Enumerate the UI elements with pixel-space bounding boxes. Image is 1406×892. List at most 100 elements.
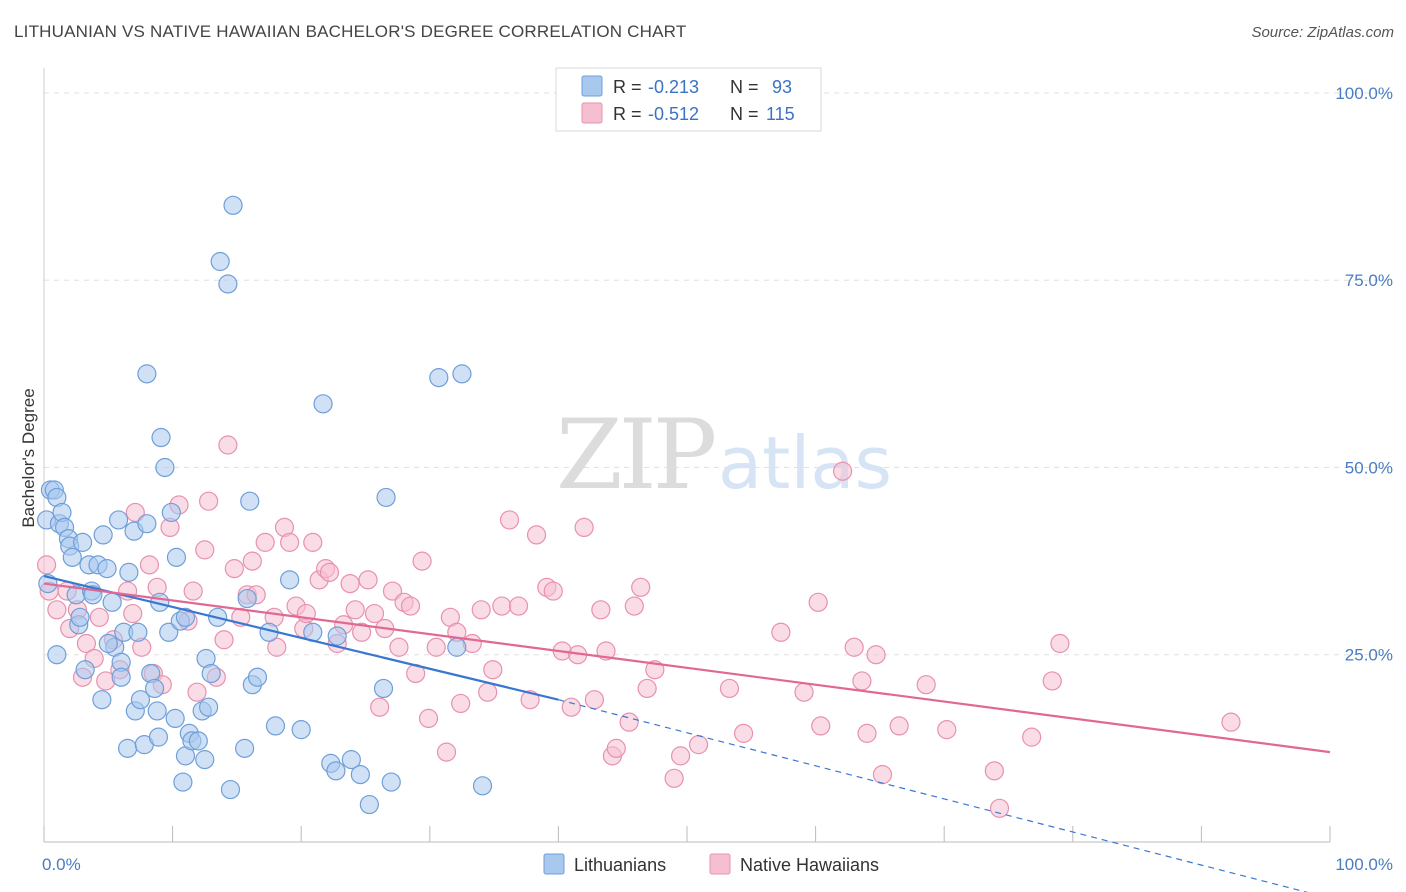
native-hawaiian-point-30 [218, 435, 238, 455]
native-hawaiian-point-112 [984, 761, 1004, 781]
lithuanian-point-67 [265, 716, 286, 736]
y-tick-label-1: 50.0% [1345, 458, 1393, 477]
native-hawaiian-point-24 [183, 581, 203, 601]
lithuanian-point-34 [137, 514, 157, 534]
x-tick-label-0: 0.0% [42, 855, 81, 874]
lithuanian-point-61 [235, 738, 255, 758]
native-hawaiian-point-101 [808, 592, 828, 612]
lithuanian-point-10 [62, 547, 82, 567]
lithuanian-point-85 [47, 645, 67, 665]
lithuanians-points [36, 195, 493, 815]
y-tick-label-0: 25.0% [1345, 646, 1393, 665]
lithuanian-point-88 [111, 667, 131, 687]
native-hawaiian-point-76 [520, 690, 540, 710]
lithuanian-point-28 [119, 562, 139, 582]
lithuanian-point-13 [72, 532, 93, 552]
native-hawaiian-point-68 [451, 693, 471, 714]
native-hawaiian-point-17 [139, 555, 160, 575]
native-hawaiian-point-73 [492, 596, 512, 616]
legend-r-value-2: -0.512 [648, 104, 699, 124]
native-hawaiian-point-0 [36, 555, 57, 575]
native-hawaiian-point-72 [483, 660, 503, 680]
lithuanian-point-90 [175, 607, 196, 627]
native-hawaiian-point-75 [508, 596, 529, 616]
native-hawaiian-point-36 [255, 532, 275, 552]
lithuanian-point-80 [381, 772, 401, 792]
lithuanian-point-79 [376, 487, 396, 508]
native-hawaiian-point-92 [637, 678, 657, 699]
lithuanian-point-44 [166, 547, 187, 567]
lithuanian-point-63 [240, 491, 260, 511]
lithuanian-point-27 [117, 738, 138, 758]
native-hawaiian-point-115 [1042, 671, 1062, 691]
native-hawaiian-point-88 [606, 738, 626, 758]
lithuanian-point-37 [147, 701, 167, 721]
native-hawaiian-point-47 [319, 562, 340, 582]
lithuanian-point-31 [128, 622, 148, 642]
native-hawaiian-point-79 [543, 581, 563, 601]
lithuanian-point-73 [326, 761, 346, 781]
lithuanian-point-87 [98, 633, 118, 654]
native-hawaiian-point-91 [631, 577, 651, 597]
x-tick-labels: 0.0% 100.0% [42, 855, 1393, 874]
native-hawaiian-point-2 [47, 600, 67, 620]
native-hawaiian-point-111 [937, 720, 957, 740]
lithuanian-point-62 [237, 588, 257, 609]
lithuanian-point-42 [161, 502, 181, 523]
native-hawaiians-trend-line [43, 582, 1331, 754]
native-hawaiian-point-74 [499, 510, 520, 530]
x-tick-label-1: 100.0% [1335, 855, 1393, 874]
grid [44, 92, 1392, 656]
native-hawaiian-point-98 [733, 723, 754, 743]
native-hawaiian-point-71 [478, 682, 498, 702]
lithuanian-point-50 [188, 731, 208, 751]
lithuanian-point-56 [137, 364, 157, 384]
source-label: Source: ZipAtlas.com [1251, 24, 1394, 41]
lithuanian-point-32 [130, 690, 151, 710]
lithuanian-point-59 [220, 779, 241, 800]
lithuanians-trend-extension [558, 699, 1309, 892]
chart-title: LITHUANIAN VS NATIVE HAWAIIAN BACHELOR'S… [14, 22, 687, 41]
native-hawaiian-point-44 [303, 532, 323, 552]
native-hawaiian-point-58 [389, 637, 409, 657]
lithuanian-point-57 [210, 251, 230, 272]
legend-r-label-1: R = [613, 77, 642, 97]
lithuanian-point-86 [70, 607, 90, 627]
lithuanian-point-84 [472, 776, 493, 796]
y-tick-label-2: 75.0% [1345, 271, 1393, 290]
legend-n-value-2: 115 [766, 104, 795, 124]
y-tick-labels: 25.0% 50.0% 75.0% 100.0% [1335, 84, 1393, 665]
legend-swatch-lithuanians [581, 75, 603, 97]
lithuanian-point-54 [199, 697, 219, 717]
native-hawaiian-point-105 [852, 671, 872, 691]
native-hawaiian-point-107 [866, 645, 886, 665]
lithuanian-point-71 [313, 394, 333, 414]
lithuanian-point-41 [159, 622, 179, 642]
native-hawaiian-point-109 [889, 716, 909, 736]
native-hawaiian-point-94 [664, 768, 684, 788]
watermark-zip: ZIP [556, 399, 715, 511]
native-hawaiian-point-53 [358, 570, 378, 590]
lithuanian-point-78 [373, 678, 394, 699]
native-hawaiian-point-99 [771, 622, 791, 642]
lithuanian-point-75 [341, 750, 361, 770]
native-hawaiian-point-55 [370, 697, 390, 717]
bottom-swatch-native-hawaiians [709, 853, 731, 875]
y-axis-title: Bachelor's Degree [19, 388, 38, 527]
legend-r-value-1: -0.213 [648, 77, 699, 97]
series-legend: Lithuanians Native Hawaiians [543, 853, 879, 875]
axes [43, 68, 1331, 843]
native-hawaiian-point-14 [123, 603, 143, 624]
lithuanian-point-55 [201, 663, 221, 684]
lithuanian-point-82 [447, 637, 467, 657]
native-hawaiian-point-25 [187, 682, 207, 702]
lithuanian-point-43 [165, 708, 185, 729]
legend-n-label-1: N = [730, 77, 759, 97]
lithuanian-point-68 [280, 570, 300, 590]
native-hawaiian-point-77 [526, 525, 547, 545]
trend-lines [43, 575, 1331, 892]
native-hawaiian-point-40 [280, 532, 300, 552]
native-hawaiian-point-103 [833, 461, 853, 481]
lithuanian-point-20 [93, 525, 113, 545]
